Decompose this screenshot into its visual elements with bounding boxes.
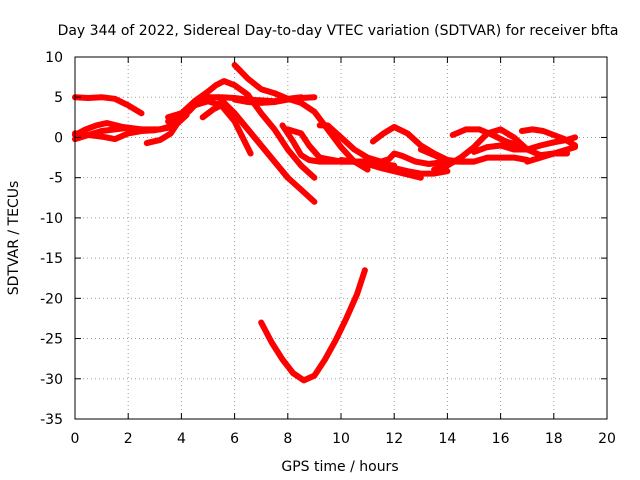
series-arc-23 <box>524 144 579 165</box>
y-axis-label: SDTVAR / TECUs <box>6 181 22 296</box>
series-arc-9 <box>231 94 318 106</box>
series-arc-1 <box>72 94 145 117</box>
series-layer <box>72 62 579 384</box>
series-arc-22 <box>518 126 579 149</box>
x-tick-label: 16 <box>492 431 510 447</box>
series-arc-10 <box>215 94 291 181</box>
y-tick-label: 0 <box>54 130 63 146</box>
x-axis-label: GPS time / hours <box>281 459 398 475</box>
x-tick-label: 0 <box>71 431 80 447</box>
x-tick-label: 8 <box>283 431 292 447</box>
x-tick-label: 6 <box>230 431 239 447</box>
y-tick-label: -35 <box>40 412 63 428</box>
axis-layer: 0 2 4 6 8 10 12 14 16 18 20 -35 -30 -25 -20 -15 -10 -5 0 5 1… <box>40 50 616 447</box>
y-tick-label: 10 <box>45 50 63 66</box>
y-tick-label: -30 <box>40 372 63 388</box>
x-tick-label: 10 <box>332 431 350 447</box>
series-arc-11 <box>231 62 371 173</box>
y-tick-label: -10 <box>40 211 63 227</box>
series-arc-16 <box>377 150 451 167</box>
chart-title: Day 344 of 2022, Sidereal Day-to-day VTE… <box>58 23 619 39</box>
x-tick-label: 14 <box>438 431 456 447</box>
y-tick-label: -20 <box>40 291 63 307</box>
y-tick-label: 5 <box>54 90 63 106</box>
y-tick-label: -25 <box>40 332 63 348</box>
x-tick-label: 2 <box>124 431 133 447</box>
series-arc-7 <box>165 98 254 157</box>
series-arc-24 <box>258 267 368 384</box>
series-arc-20 <box>449 126 523 149</box>
grid-layer <box>75 57 607 419</box>
x-tick-label: 18 <box>545 431 563 447</box>
x-tick-label: 20 <box>598 431 616 447</box>
series-arc-4 <box>72 124 132 143</box>
y-tick-label: -5 <box>49 171 63 187</box>
x-tick-label: 4 <box>177 431 186 447</box>
series-arc-6 <box>165 78 318 181</box>
series-arc-15 <box>338 157 424 181</box>
y-tick-label: -15 <box>40 251 63 267</box>
x-tick-label: 12 <box>385 431 403 447</box>
series-arc-18 <box>417 146 531 165</box>
